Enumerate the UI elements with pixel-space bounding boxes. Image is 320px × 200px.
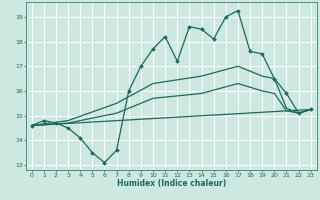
X-axis label: Humidex (Indice chaleur): Humidex (Indice chaleur) (116, 179, 226, 188)
